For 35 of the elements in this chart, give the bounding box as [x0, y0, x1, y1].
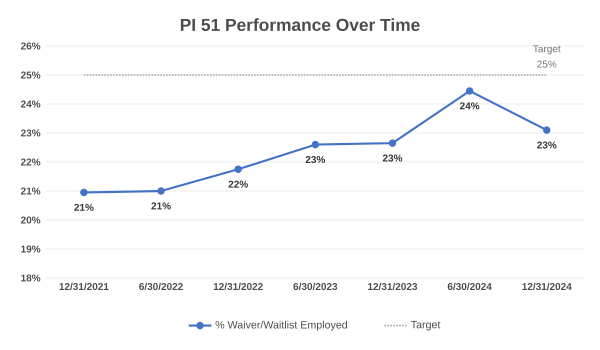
point [312, 140, 320, 148]
y-tick-label: 26% [20, 42, 40, 50]
x-tick-label: 12/31/2023 [368, 282, 418, 290]
y-tick-label: 24% [20, 100, 40, 108]
y-tick-label: 21% [20, 187, 40, 195]
x-tick-label: 6/30/2024 [448, 282, 492, 290]
annotation: Target [533, 45, 561, 54]
legend-label: Target [410, 320, 440, 330]
y-tick-label: 25% [20, 71, 40, 79]
x-tick-label: 12/31/2024 [522, 282, 572, 290]
point [543, 126, 550, 134]
legend-label: % Waiver/Waitlist Employed [216, 320, 348, 331]
point [466, 87, 474, 95]
data-label: 23% [306, 156, 326, 164]
data-label: 23% [537, 141, 556, 149]
y-tick-label: 22% [20, 158, 40, 166]
data-label: 22% [228, 180, 248, 188]
x-tick-label: 6/30/2023 [293, 282, 338, 290]
data-label: 23% [382, 154, 402, 162]
y-tick-label: 19% [21, 245, 40, 253]
data-label: 25% [537, 60, 556, 68]
data-label: 21% [74, 204, 94, 211]
y-tick-label: 20% [20, 216, 40, 224]
x-tick-label: 12/31/2021 [60, 282, 109, 290]
chart-title: PI 51 Performance Over Time [180, 18, 420, 32]
y-tick-label: 23% [20, 129, 40, 137]
point [157, 187, 165, 195]
y-tick-label: 18% [21, 274, 40, 282]
point [80, 188, 88, 196]
point [234, 166, 242, 173]
data-label: 24% [460, 102, 480, 110]
x-tick-label: 12/31/2022 [214, 282, 263, 290]
x-tick-label: 6/30/2022 [139, 282, 183, 290]
point [388, 139, 396, 147]
data-label: 21% [151, 202, 171, 210]
